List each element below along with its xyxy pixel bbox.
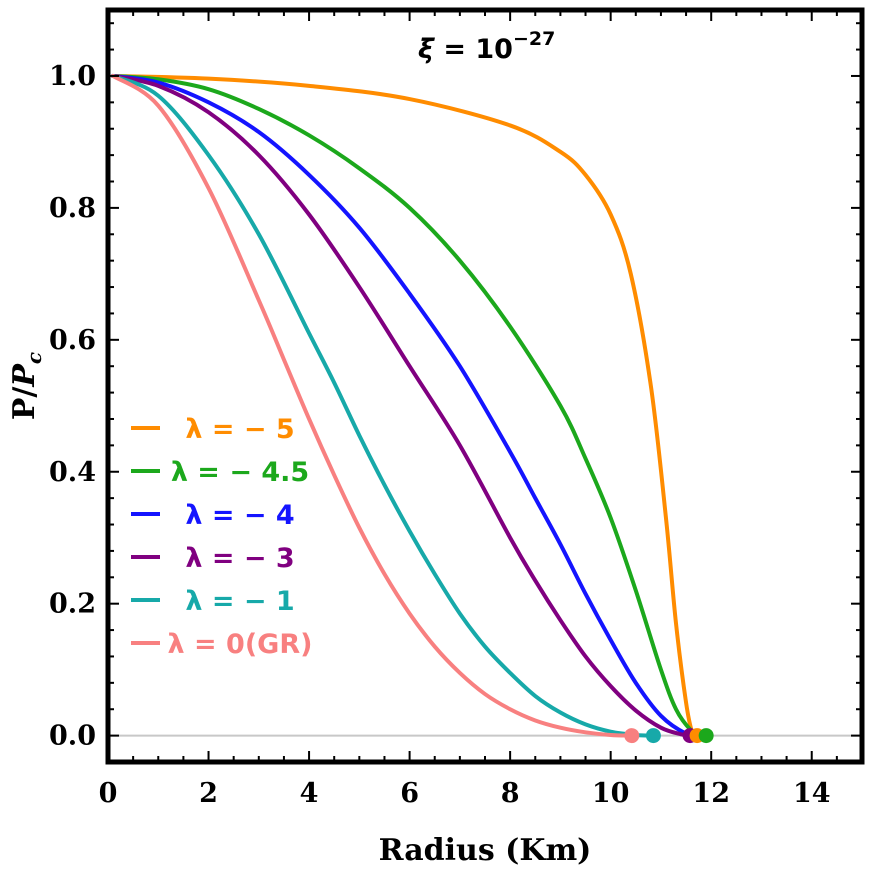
y-tick-label: 0.2 (49, 589, 96, 620)
y-axis-title-main: P/ (7, 387, 42, 421)
legend-label-1: λ = − 4.5 (171, 457, 309, 488)
legend-label-5: λ = 0(GR) (168, 629, 313, 660)
legend-label-2: λ = − 4 (185, 500, 294, 531)
x-tick-label: 14 (793, 778, 831, 809)
xi-exponent: −27 (513, 28, 555, 50)
x-tick-label: 6 (400, 778, 419, 809)
x-tick-label: 8 (501, 778, 520, 809)
legend-label-0: λ = − 5 (185, 414, 294, 445)
y-tick-label: 0.4 (49, 457, 96, 488)
series-line-2 (111, 73, 704, 738)
axis-ticks (107, 10, 863, 763)
legend-label-3: λ = − 3 (185, 543, 294, 574)
surface-points (624, 728, 714, 744)
x-tick-label: 12 (692, 778, 730, 809)
y-tick-label: 0.8 (49, 193, 96, 224)
x-tick-labels: 0 2 4 6 8 10 12 14 (99, 778, 831, 809)
series-line-3 (111, 73, 694, 738)
xi-symbol: ξ (418, 34, 435, 65)
x-axis-title: Radius (Km) (379, 833, 592, 868)
xi-annotation: ξ = 10−27 (418, 28, 555, 65)
series-line-1 (111, 73, 709, 738)
xi-value: = 10 (434, 34, 513, 65)
y-tick-label: 0.6 (49, 325, 96, 356)
series-line-0 (111, 73, 699, 738)
x-tick-label: 10 (592, 778, 630, 809)
y-tick-label: 0.0 (49, 721, 96, 752)
x-tick-label: 4 (300, 778, 319, 809)
x-tick-label: 0 (99, 778, 118, 809)
series-line-4 (111, 73, 656, 738)
y-tick-labels: 0.0 0.2 0.4 0.6 0.8 1.0 (49, 61, 96, 752)
legend-label-4: λ = − 1 (185, 586, 294, 617)
y-axis-title: P/Pc (7, 352, 46, 420)
surface-point-4 (698, 728, 714, 744)
y-axis-title-italic: P (7, 363, 42, 388)
y-tick-label: 1.0 (49, 61, 96, 92)
surface-point-0 (624, 728, 640, 744)
y-axis-title-subscript: c (22, 352, 46, 364)
surface-point-1 (645, 728, 661, 744)
x-tick-label: 2 (199, 778, 218, 809)
series-lines (111, 73, 709, 738)
legend: λ = − 5 λ = − 4.5 λ = − 4 λ = − 3 λ = − 1 λ =… (131, 414, 312, 660)
series-line-5 (111, 73, 633, 738)
